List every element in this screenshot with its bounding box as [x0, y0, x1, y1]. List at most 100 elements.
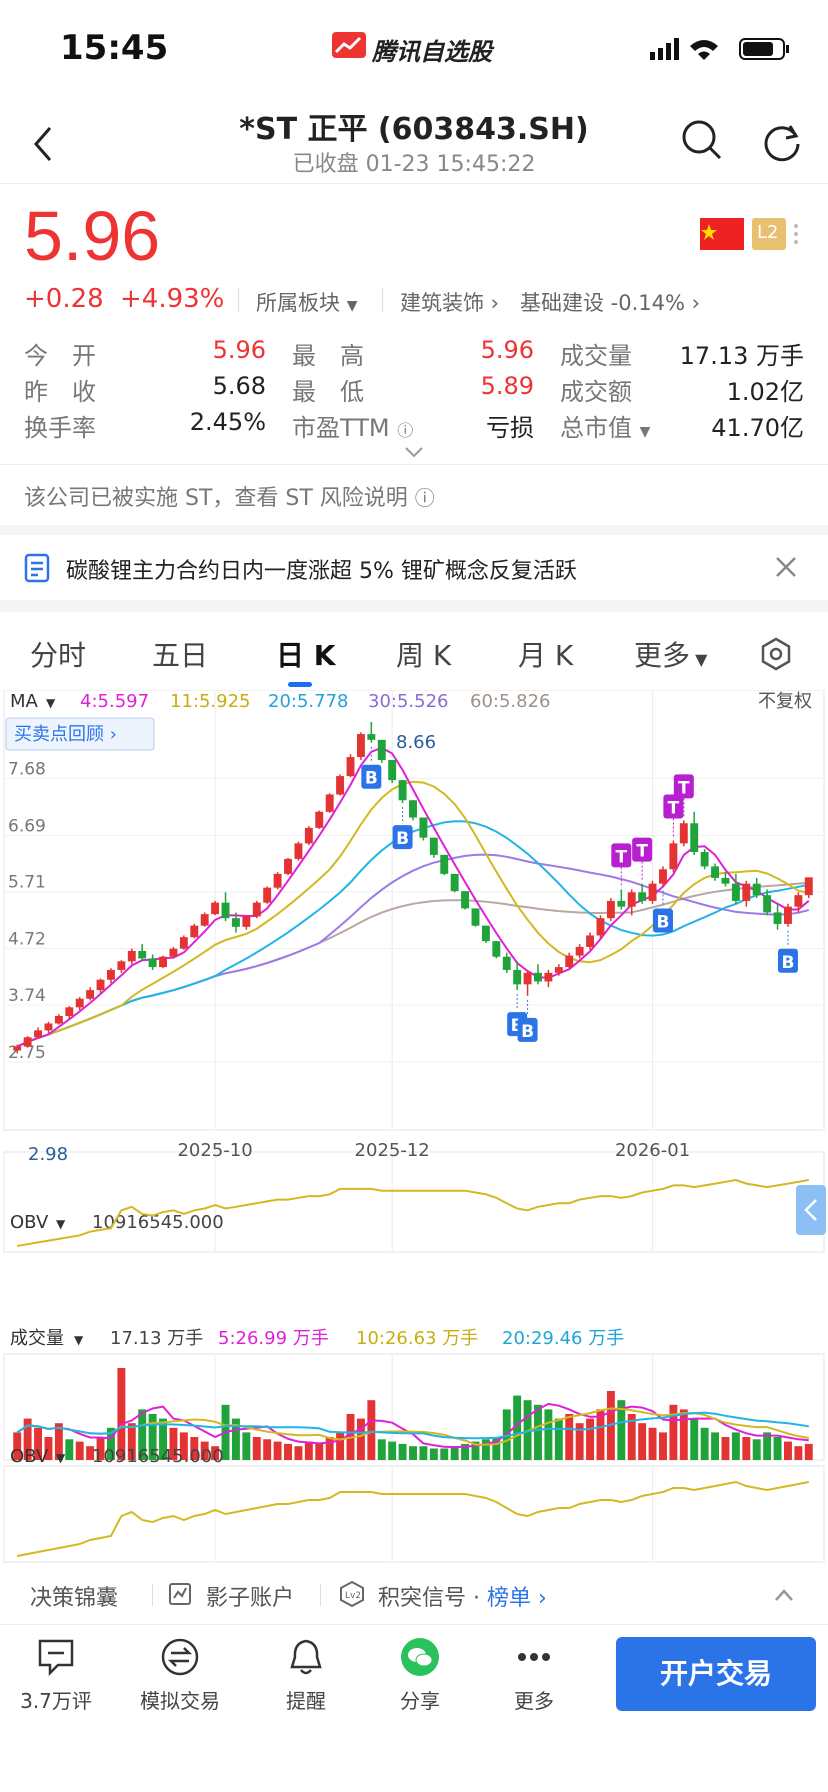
refresh-icon[interactable] — [760, 118, 804, 162]
tab-more[interactable]: 更多 ▼ — [634, 639, 708, 672]
info-icon: ⓘ — [397, 421, 414, 440]
news-headline: 碳酸锂主力合约日内一度涨超 5% 锂矿概念反复活跃 — [66, 559, 577, 584]
candle-body — [86, 990, 95, 999]
svg-text:▼: ▼ — [46, 696, 56, 710]
app-logo-icon — [332, 32, 366, 58]
tab-monthly-k[interactable]: 月 K — [518, 639, 574, 672]
settings-icon[interactable] — [758, 636, 794, 672]
shadow-account-link[interactable]: 影子账户 — [206, 1586, 295, 1611]
buy-mark-letter: B — [396, 829, 409, 849]
candle-body — [263, 887, 272, 903]
candle-body — [336, 776, 345, 795]
x-tick-label: 2025-10 — [177, 1140, 252, 1161]
collapse-up-icon[interactable] — [774, 1588, 794, 1602]
y-tick-label: 7.68 — [8, 759, 46, 779]
obv-line — [17, 1178, 809, 1247]
divider — [382, 288, 383, 312]
candle-body — [565, 955, 574, 968]
volume-bar — [325, 1437, 334, 1460]
candle-body — [179, 937, 188, 949]
candle-body — [731, 883, 740, 901]
y-axis-labels: 7.686.695.714.723.742.75 — [8, 759, 46, 1063]
volume-bar — [731, 1432, 740, 1460]
l2-badge[interactable]: L2 — [757, 222, 779, 243]
candle-body — [294, 843, 303, 859]
buy-mark-letter: B — [781, 953, 794, 973]
volume-bar — [648, 1427, 657, 1460]
share-button[interactable]: 分享 — [370, 1637, 470, 1714]
volume-bar — [169, 1427, 178, 1460]
candle-body — [304, 827, 313, 844]
candle-body — [148, 958, 157, 968]
candle-body — [784, 906, 792, 924]
kline-chart[interactable]: MA ▼ 4:5.597 11:5.925 20:5.778 30:5.526 … — [0, 690, 828, 1566]
high-label: 最 高 — [292, 342, 364, 370]
turnover-amount-label: 成交额 — [560, 378, 632, 406]
volume-label: 成交量 — [10, 1328, 64, 1349]
volume-bar — [284, 1443, 292, 1460]
volume-ma5: 5:26.99 万手 — [218, 1328, 329, 1349]
search-icon[interactable] — [680, 118, 724, 162]
feature-tags: 决策锦囊 影子账户 Lv2 积突信号 · 榜单 › — [0, 1566, 828, 1620]
back-icon[interactable] — [28, 122, 58, 166]
app-name: 腾讯自选股 — [372, 38, 492, 66]
tab-daily-k[interactable]: 日 K — [276, 639, 336, 672]
decision-kit-link[interactable]: 决策锦囊 — [30, 1586, 119, 1611]
y-tick-label: 5.71 — [8, 873, 46, 893]
volume-bar — [294, 1446, 303, 1460]
sector-link-construction[interactable]: 建筑装饰 › — [400, 291, 500, 315]
comments-button[interactable]: 3.7万评 — [6, 1637, 106, 1714]
volume-bar — [96, 1437, 105, 1460]
candlesticks — [13, 722, 813, 1054]
tab-five-day[interactable]: 五日 — [152, 639, 209, 672]
open-account-button[interactable]: 开户交易 — [616, 1637, 816, 1711]
price-change: +0.28 — [24, 284, 104, 314]
candle-body — [190, 925, 199, 938]
volume-bar — [711, 1432, 720, 1460]
candle-body — [513, 969, 522, 985]
volume-bar — [252, 1437, 261, 1460]
obv-value: 10916545.000 — [92, 1212, 224, 1233]
candle-body — [669, 843, 678, 870]
prev-close-value: 5.68 — [212, 372, 266, 400]
side-collapse-button — [796, 1185, 826, 1235]
candle-body — [502, 956, 511, 970]
comment-icon — [38, 1639, 74, 1677]
ma-selector: MA — [10, 691, 39, 712]
sell-mark — [673, 774, 694, 799]
turnover-rate-value: 2.45% — [189, 408, 266, 436]
divider — [238, 288, 239, 312]
candle-body — [138, 950, 147, 959]
tab-intraday[interactable]: 分时 — [30, 639, 87, 672]
sector-link-infrastructure[interactable]: 基础建设 -0.14% › — [520, 291, 701, 315]
candle-body — [169, 948, 178, 957]
candle-body — [429, 837, 438, 855]
volume-bar — [513, 1395, 522, 1460]
volume-bar — [763, 1432, 772, 1460]
volume-bar — [534, 1404, 542, 1460]
news-banner[interactable]: 碳酸锂主力合约日内一度涨超 5% 锂矿概念反复活跃 — [0, 535, 828, 599]
candle-body — [481, 925, 490, 942]
alert-button[interactable]: 提醒 — [256, 1637, 356, 1714]
simulated-trade-button[interactable]: 模拟交易 — [130, 1637, 230, 1714]
sector-dropdown[interactable]: 所属板块 ▼ — [256, 291, 358, 315]
signal-link[interactable]: 积突信号 · 榜单 › — [378, 1586, 547, 1611]
sell-mark — [611, 843, 632, 868]
candle-body — [346, 757, 355, 777]
section-gap — [0, 600, 828, 612]
current-price: 5.96 — [24, 197, 161, 275]
volume-value: 17.13 万手 — [679, 342, 804, 370]
market-cap-label[interactable]: 总市值 ▼ — [560, 414, 651, 442]
buy-mark-letter: B — [656, 913, 669, 933]
info-icon: ⓘ — [414, 486, 435, 510]
y-tick-label: 3.74 — [8, 986, 46, 1006]
more-button[interactable]: 更多 — [484, 1637, 584, 1714]
tab-weekly-k[interactable]: 周 K — [396, 639, 452, 672]
pe-label[interactable]: 市盈TTM ⓘ — [292, 414, 414, 442]
volume-bar — [659, 1432, 667, 1460]
candle-body — [461, 891, 470, 909]
close-icon[interactable] — [774, 555, 798, 579]
expand-chevron-icon[interactable] — [404, 446, 424, 458]
st-risk-note[interactable]: 该公司已被实施 ST，查看 ST 风险说明 ⓘ — [24, 486, 435, 511]
volume-bar — [65, 1439, 74, 1460]
